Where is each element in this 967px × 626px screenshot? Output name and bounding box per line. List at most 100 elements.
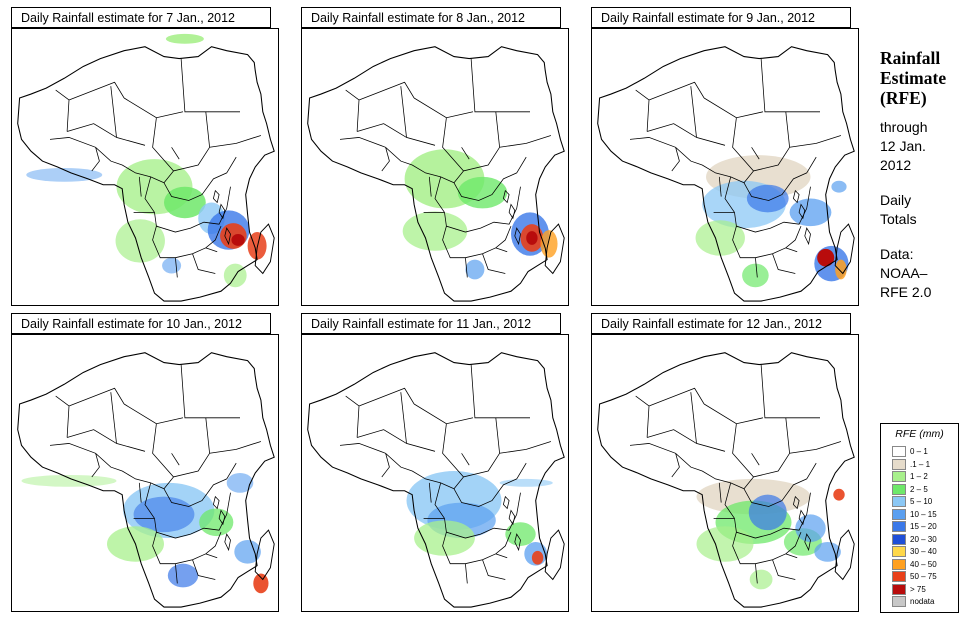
- madagascar-outline: [834, 529, 855, 581]
- africa-map-svg: [307, 46, 565, 302]
- rainfall-area: [814, 542, 841, 562]
- legend-label: 5 – 10: [910, 497, 933, 506]
- rainfall-area: [162, 257, 182, 274]
- lakes: [792, 495, 811, 552]
- africa-map-svg: [17, 352, 275, 608]
- legend-item: 40 – 50: [892, 558, 937, 570]
- rainfall-area: [795, 514, 826, 542]
- madagascar-outline: [544, 529, 565, 581]
- totals-line: Totals: [880, 211, 917, 227]
- rainfall-area: [231, 234, 245, 246]
- rainfall-area: [167, 563, 199, 588]
- through-date: through 12 Jan. 2012: [880, 118, 965, 175]
- rainfall-area: [465, 259, 485, 280]
- rainfall-area: [833, 488, 845, 501]
- legend-item: 30 – 40: [892, 546, 937, 557]
- africa-map: [11, 28, 279, 306]
- legend-swatch: [892, 521, 906, 532]
- rainfall-area: [457, 176, 508, 209]
- country-borders: [339, 58, 552, 278]
- lakes: [212, 495, 231, 552]
- legend-label: 10 – 15: [910, 509, 937, 519]
- panel-title: Daily Rainfall estimate for 9 Jan., 2012: [591, 7, 851, 28]
- africa-map: [11, 334, 279, 612]
- africa-map: [591, 28, 859, 306]
- lakes: [502, 189, 521, 246]
- africa-map-svg: [17, 33, 275, 302]
- madagascar-outline: [544, 223, 565, 275]
- legend-title: RFE (mm): [895, 428, 944, 440]
- rainfall-area: [696, 526, 754, 562]
- legend-item: 2 – 5: [892, 483, 928, 495]
- rainfall-area: [817, 248, 835, 267]
- lakes: [212, 189, 231, 246]
- rainfall-area: [21, 474, 117, 487]
- legend-swatch: [892, 558, 906, 570]
- legend-item: 20 – 30: [892, 533, 937, 545]
- data-source-line: Data:: [880, 246, 914, 262]
- rainfall-area: [749, 569, 773, 590]
- title-line: Estimate: [880, 68, 947, 88]
- coastline: [597, 352, 855, 608]
- data-source-line: RFE 2.0: [880, 284, 932, 300]
- through-line: 12 Jan.: [880, 138, 926, 154]
- map-title: Rainfall Estimate (RFE): [880, 48, 965, 108]
- rainfall-area: [835, 259, 847, 280]
- coastline: [597, 46, 855, 302]
- rainfall-area: [540, 230, 558, 258]
- rainfall-area: [531, 550, 544, 565]
- panel-title: Daily Rainfall estimate for 11 Jan., 201…: [301, 313, 561, 334]
- legend-swatch: [892, 483, 906, 495]
- rainfall-area: [226, 473, 254, 493]
- lakes: [502, 495, 521, 552]
- rainfall-area: [253, 573, 269, 594]
- legend-item: 15 – 20: [892, 521, 937, 532]
- daily-totals-label: Daily Totals: [880, 191, 965, 229]
- legend-item: 1 – 2: [892, 471, 928, 482]
- title-line: (RFE): [880, 88, 927, 108]
- through-line: 2012: [880, 157, 912, 173]
- country-borders: [629, 364, 842, 584]
- legend-label: 30 – 40: [910, 547, 937, 556]
- rainfall-area: [526, 231, 538, 245]
- rainfall-area: [742, 263, 769, 288]
- legend-label: 40 – 50: [910, 559, 937, 569]
- legend-label: 15 – 20: [910, 522, 937, 531]
- rainfall-area: [695, 220, 745, 256]
- data-source-line: NOAA–: [880, 265, 928, 281]
- country-borders: [629, 58, 842, 278]
- legend-swatch: [892, 596, 906, 607]
- legend-item: > 75: [892, 583, 926, 595]
- legend-swatch: [892, 496, 906, 507]
- africa-map-svg: [307, 352, 565, 608]
- panel-title: Daily Rainfall estimate for 10 Jan., 201…: [11, 313, 271, 334]
- rainfall-area: [165, 33, 204, 44]
- title-line: Rainfall: [880, 48, 941, 68]
- legend-item: 5 – 10: [892, 496, 932, 507]
- totals-line: Daily: [880, 192, 912, 208]
- panel-title: Daily Rainfall estimate for 8 Jan., 2012: [301, 7, 561, 28]
- legend-item: 10 – 15: [892, 508, 937, 520]
- legend-item: nodata: [892, 596, 934, 607]
- legend-label: 20 – 30: [910, 534, 937, 544]
- legend-swatch: [892, 533, 906, 545]
- info-sidebar: Rainfall Estimate (RFE) through 12 Jan. …: [880, 48, 965, 302]
- legend-label: .1 – 1: [910, 459, 931, 469]
- africa-map: [301, 28, 569, 306]
- panel-title: Daily Rainfall estimate for 7 Jan., 2012: [11, 7, 271, 28]
- legend-label: 1 – 2: [910, 472, 928, 481]
- rainfall-legend: RFE (mm) 0 – 1 .1 – 1 1 – 2 2 – 5 5 – 10 10 –…: [880, 423, 959, 613]
- rainfall-area: [26, 167, 103, 182]
- legend-swatch: [892, 508, 906, 520]
- rainfall-area: [199, 508, 234, 537]
- africa-map: [591, 334, 859, 612]
- coastline: [17, 46, 275, 302]
- rainfall-area: [234, 540, 261, 564]
- madagascar-outline: [834, 223, 855, 275]
- legend-label: nodata: [910, 597, 935, 606]
- legend-swatch: [892, 458, 906, 470]
- legend-item: 0 – 1: [892, 446, 928, 457]
- panel-title: Daily Rainfall estimate for 12 Jan., 201…: [591, 313, 851, 334]
- africa-map-svg: [597, 352, 855, 608]
- rainfall-area: [789, 198, 832, 227]
